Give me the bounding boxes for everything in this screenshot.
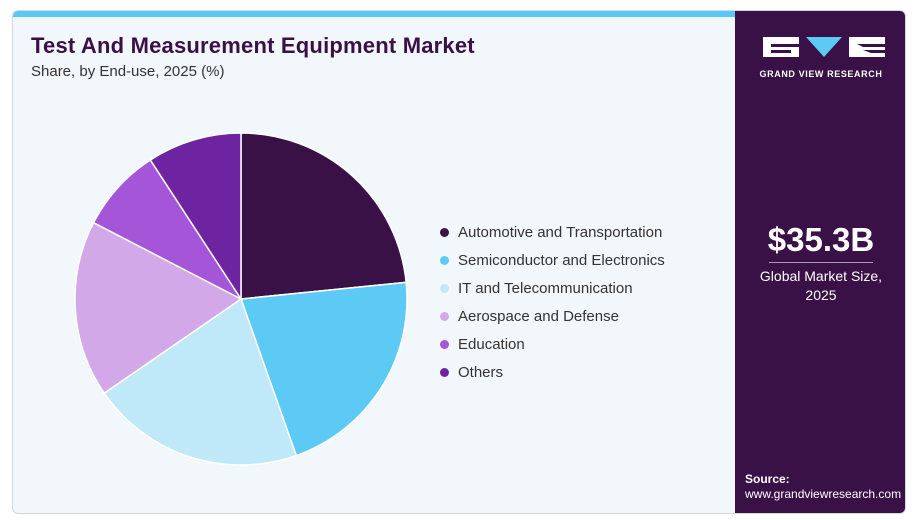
market-size-label: Global Market Size, 2025 bbox=[759, 268, 883, 303]
legend-label: Semiconductor and Electronics bbox=[458, 251, 665, 269]
legend-swatch bbox=[440, 339, 449, 349]
source-label: Source: bbox=[745, 472, 790, 486]
legend-label: Others bbox=[458, 363, 504, 381]
pie-slice-automotive-and-transportation bbox=[240, 132, 407, 300]
source-link[interactable]: www.grandviewresearch.com bbox=[745, 487, 902, 501]
legend-item: Semiconductor and Electronics bbox=[440, 246, 665, 274]
pie-slice-it-and-telecommunication bbox=[103, 297, 298, 466]
gvr-logo-icon bbox=[763, 37, 885, 57]
legend-swatch bbox=[440, 255, 449, 265]
market-size-value: $35.3B bbox=[767, 221, 875, 258]
pie-slice-semiconductor-and-electronics bbox=[239, 281, 408, 457]
summary-sidebar: GRAND VIEW RESEARCH $35.3B Global Market… bbox=[735, 11, 905, 513]
legend-label: Aerospace and Defense bbox=[458, 307, 619, 325]
infographic-card: Test And Measurement Equipment Market Sh… bbox=[12, 10, 906, 514]
legend-swatch bbox=[440, 283, 449, 293]
legend-item: IT and Telecommunication bbox=[440, 274, 665, 302]
pie-chart bbox=[74, 132, 408, 466]
legend-label: IT and Telecommunication bbox=[458, 279, 633, 297]
legend-item: Others bbox=[440, 358, 665, 386]
chart-title: Test And Measurement Equipment Market bbox=[31, 33, 475, 58]
legend-item: Automotive and Transportation bbox=[440, 218, 665, 246]
chart-legend: Automotive and Transportation Semiconduct… bbox=[440, 218, 665, 386]
pie-slice-others bbox=[149, 132, 242, 302]
chart-subtitle: Share, by End-use, 2025 (%) bbox=[31, 63, 225, 80]
pie-slice-aerospace-and-defense bbox=[74, 221, 243, 395]
divider bbox=[769, 262, 873, 263]
legend-item: Education bbox=[440, 330, 665, 358]
legend-label: Education bbox=[458, 335, 525, 353]
source-block: Source: www.grandviewresearch.com bbox=[745, 472, 901, 502]
legend-item: Aerospace and Defense bbox=[440, 302, 665, 330]
brand-name: GRAND VIEW RESEARCH bbox=[759, 69, 883, 79]
accent-bar bbox=[13, 11, 735, 17]
legend-swatch bbox=[440, 311, 449, 321]
legend-label: Automotive and Transportation bbox=[458, 223, 663, 241]
legend-swatch bbox=[440, 367, 449, 377]
legend-swatch bbox=[440, 227, 449, 237]
